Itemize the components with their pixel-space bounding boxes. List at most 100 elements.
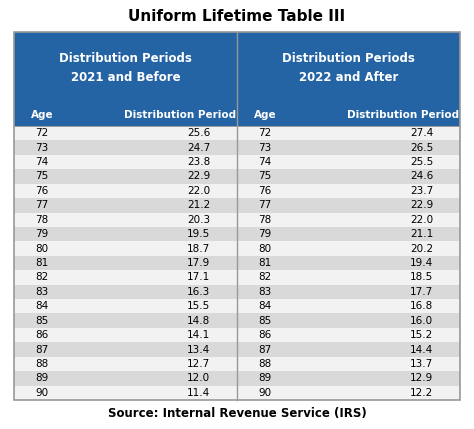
Text: 88: 88 (36, 359, 49, 369)
Text: 85: 85 (258, 316, 272, 326)
Text: 87: 87 (258, 344, 272, 354)
Text: 79: 79 (258, 229, 272, 239)
Text: 20.3: 20.3 (187, 215, 210, 225)
Bar (14, 242, 237, 256)
Text: 14.1: 14.1 (187, 330, 210, 340)
Bar (237, 184, 460, 198)
Text: 16.3: 16.3 (187, 287, 210, 297)
Bar (14, 284, 237, 299)
Text: 76: 76 (36, 186, 49, 196)
Bar (14, 155, 237, 169)
Text: 74: 74 (36, 157, 49, 167)
Text: 81: 81 (36, 258, 49, 268)
Text: 2022 and After: 2022 and After (299, 71, 398, 84)
Text: 22.9: 22.9 (410, 200, 433, 210)
Text: 90: 90 (258, 388, 272, 398)
Text: 78: 78 (258, 215, 272, 225)
Bar (237, 270, 460, 284)
Bar (237, 386, 460, 400)
Bar (14, 328, 237, 342)
Text: 72: 72 (36, 128, 49, 138)
Text: 82: 82 (258, 272, 272, 282)
Text: 84: 84 (36, 301, 49, 311)
Bar (237, 212, 460, 227)
Text: 2021 and Before: 2021 and Before (71, 71, 180, 84)
Bar (14, 184, 237, 198)
Text: 76: 76 (258, 186, 272, 196)
Text: 80: 80 (258, 244, 272, 254)
Text: 80: 80 (36, 244, 48, 254)
Text: 19.4: 19.4 (410, 258, 433, 268)
Text: 89: 89 (36, 373, 49, 384)
Text: 14.8: 14.8 (187, 316, 210, 326)
Bar (237, 299, 460, 314)
Text: Uniform Lifetime Table III: Uniform Lifetime Table III (128, 9, 346, 24)
Bar (14, 270, 237, 284)
Text: 23.7: 23.7 (410, 186, 433, 196)
Text: 21.2: 21.2 (187, 200, 210, 210)
Text: 82: 82 (36, 272, 49, 282)
Text: 73: 73 (258, 142, 272, 153)
Text: 13.7: 13.7 (410, 359, 433, 369)
Text: 24.6: 24.6 (410, 172, 433, 181)
Text: 17.9: 17.9 (187, 258, 210, 268)
Text: 23.8: 23.8 (187, 157, 210, 167)
Text: 13.4: 13.4 (187, 344, 210, 354)
Bar (237, 242, 460, 256)
Bar (14, 32, 460, 400)
Text: 14.4: 14.4 (410, 344, 433, 354)
Bar (237, 140, 460, 155)
Text: 15.5: 15.5 (187, 301, 210, 311)
Text: 85: 85 (36, 316, 49, 326)
Text: 22.0: 22.0 (187, 186, 210, 196)
Text: Distribution Period: Distribution Period (125, 110, 237, 120)
Bar (237, 284, 460, 299)
Bar (237, 371, 460, 386)
Text: 27.4: 27.4 (410, 128, 433, 138)
Text: 19.5: 19.5 (187, 229, 210, 239)
Text: 12.9: 12.9 (410, 373, 433, 384)
Text: 22.9: 22.9 (187, 172, 210, 181)
Text: 11.4: 11.4 (187, 388, 210, 398)
Bar (237, 328, 460, 342)
Bar (14, 299, 237, 314)
Text: 18.7: 18.7 (187, 244, 210, 254)
Text: 75: 75 (258, 172, 272, 181)
Bar (237, 314, 460, 328)
Text: 24.7: 24.7 (187, 142, 210, 153)
Text: 75: 75 (36, 172, 49, 181)
Bar (14, 126, 237, 140)
Text: 12.7: 12.7 (187, 359, 210, 369)
Bar (237, 198, 460, 212)
Text: 77: 77 (258, 200, 272, 210)
Text: 20.2: 20.2 (410, 244, 433, 254)
Text: 84: 84 (258, 301, 272, 311)
Bar (237, 256, 460, 270)
Bar (237, 357, 460, 371)
Text: 87: 87 (36, 344, 49, 354)
Bar (14, 314, 237, 328)
Text: 25.6: 25.6 (187, 128, 210, 138)
Text: 86: 86 (258, 330, 272, 340)
Text: 83: 83 (36, 287, 49, 297)
Text: 90: 90 (36, 388, 48, 398)
Bar (14, 32, 237, 104)
Text: 86: 86 (36, 330, 49, 340)
Bar (237, 126, 460, 140)
Bar (14, 227, 237, 242)
Text: 21.1: 21.1 (410, 229, 433, 239)
Text: 16.0: 16.0 (410, 316, 433, 326)
Bar (14, 357, 237, 371)
Bar (237, 169, 460, 184)
Text: 77: 77 (36, 200, 49, 210)
Text: 81: 81 (258, 258, 272, 268)
Text: 16.8: 16.8 (410, 301, 433, 311)
Text: 17.7: 17.7 (410, 287, 433, 297)
Text: 26.5: 26.5 (410, 142, 433, 153)
Bar (14, 371, 237, 386)
Bar (237, 32, 460, 104)
Text: 18.5: 18.5 (410, 272, 433, 282)
Text: 74: 74 (258, 157, 272, 167)
Bar (237, 155, 460, 169)
Text: 88: 88 (258, 359, 272, 369)
